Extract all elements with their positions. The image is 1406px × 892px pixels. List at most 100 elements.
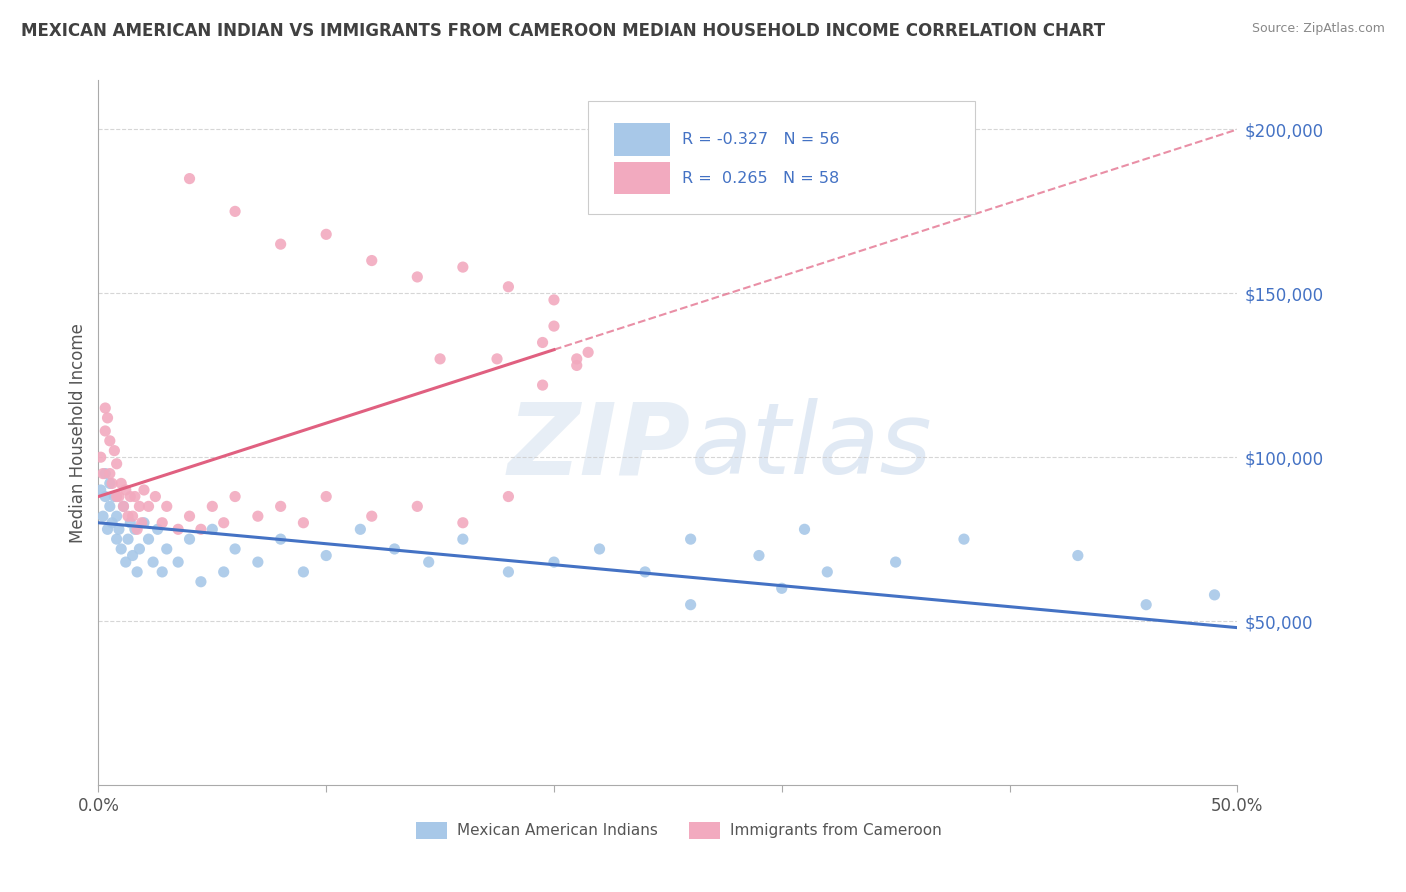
Point bbox=[212, 565, 235, 579]
Point bbox=[146, 522, 169, 536]
Point bbox=[138, 532, 160, 546]
Point bbox=[190, 522, 212, 536]
Point bbox=[224, 204, 246, 219]
Point bbox=[105, 457, 128, 471]
Point bbox=[124, 490, 146, 504]
Point bbox=[138, 500, 160, 514]
Point bbox=[1135, 598, 1157, 612]
Point bbox=[145, 490, 167, 504]
Point bbox=[105, 532, 128, 546]
Point bbox=[132, 516, 155, 530]
Point bbox=[224, 541, 246, 556]
Point bbox=[156, 500, 179, 514]
Text: R =  0.265   N = 58: R = 0.265 N = 58 bbox=[682, 170, 839, 186]
Point bbox=[117, 532, 139, 546]
Point bbox=[179, 509, 201, 524]
Point bbox=[96, 410, 118, 425]
Point bbox=[103, 490, 125, 504]
Point bbox=[94, 490, 117, 504]
Point bbox=[98, 500, 121, 514]
Point bbox=[418, 555, 440, 569]
Point bbox=[486, 351, 509, 366]
Point bbox=[190, 574, 212, 589]
Point bbox=[150, 565, 173, 579]
Point bbox=[406, 500, 429, 514]
Point bbox=[270, 237, 292, 252]
Text: Mexican American Indians: Mexican American Indians bbox=[457, 822, 658, 838]
Text: atlas: atlas bbox=[690, 398, 932, 495]
Point bbox=[1204, 588, 1226, 602]
Point bbox=[108, 490, 131, 504]
Text: ZIP: ZIP bbox=[508, 398, 690, 495]
Point bbox=[94, 467, 117, 481]
Point bbox=[120, 516, 142, 530]
Point bbox=[270, 500, 292, 514]
Point bbox=[451, 260, 474, 274]
Point bbox=[246, 509, 269, 524]
Point bbox=[128, 500, 150, 514]
Point bbox=[679, 532, 702, 546]
Point bbox=[246, 555, 269, 569]
Point bbox=[212, 516, 235, 530]
Point bbox=[451, 516, 474, 530]
Point bbox=[360, 509, 382, 524]
Point bbox=[121, 549, 143, 563]
Point bbox=[131, 516, 153, 530]
Point bbox=[451, 532, 474, 546]
Point bbox=[142, 555, 165, 569]
Point bbox=[315, 227, 337, 242]
Point bbox=[91, 509, 114, 524]
Point bbox=[201, 500, 224, 514]
Point bbox=[128, 541, 150, 556]
Point bbox=[565, 351, 588, 366]
Point bbox=[127, 565, 149, 579]
Point bbox=[94, 424, 117, 438]
Point bbox=[360, 253, 382, 268]
Point bbox=[96, 522, 118, 536]
Point bbox=[588, 541, 610, 556]
Point bbox=[117, 509, 139, 524]
Point bbox=[101, 516, 124, 530]
Point bbox=[498, 490, 520, 504]
Point bbox=[224, 490, 246, 504]
Point bbox=[114, 555, 136, 569]
Point bbox=[98, 467, 121, 481]
Point bbox=[124, 522, 146, 536]
Point bbox=[543, 293, 565, 307]
Text: MEXICAN AMERICAN INDIAN VS IMMIGRANTS FROM CAMEROON MEDIAN HOUSEHOLD INCOME CORR: MEXICAN AMERICAN INDIAN VS IMMIGRANTS FR… bbox=[21, 22, 1105, 40]
Point bbox=[793, 522, 815, 536]
Point bbox=[179, 532, 201, 546]
Point bbox=[770, 582, 793, 596]
Point bbox=[498, 565, 520, 579]
Text: R = -0.327   N = 56: R = -0.327 N = 56 bbox=[682, 132, 839, 147]
Point bbox=[179, 171, 201, 186]
Point bbox=[90, 483, 112, 497]
Point bbox=[91, 467, 114, 481]
Point bbox=[884, 555, 907, 569]
Point bbox=[406, 269, 429, 284]
Point bbox=[679, 598, 702, 612]
Point bbox=[384, 541, 406, 556]
FancyBboxPatch shape bbox=[614, 162, 671, 194]
Point bbox=[110, 476, 132, 491]
Point bbox=[167, 555, 190, 569]
Point bbox=[565, 359, 588, 373]
Point bbox=[815, 565, 838, 579]
Point bbox=[127, 522, 149, 536]
Point bbox=[349, 522, 371, 536]
Point bbox=[120, 490, 142, 504]
Point bbox=[543, 555, 565, 569]
Point bbox=[103, 443, 125, 458]
Point bbox=[132, 483, 155, 497]
Point bbox=[101, 476, 124, 491]
Point bbox=[156, 541, 179, 556]
Point bbox=[429, 351, 451, 366]
Point bbox=[112, 500, 135, 514]
FancyBboxPatch shape bbox=[416, 822, 447, 838]
Point bbox=[105, 509, 128, 524]
FancyBboxPatch shape bbox=[588, 102, 976, 214]
Point bbox=[315, 490, 337, 504]
Point bbox=[167, 522, 190, 536]
FancyBboxPatch shape bbox=[689, 822, 720, 838]
Y-axis label: Median Household Income: Median Household Income bbox=[69, 323, 87, 542]
